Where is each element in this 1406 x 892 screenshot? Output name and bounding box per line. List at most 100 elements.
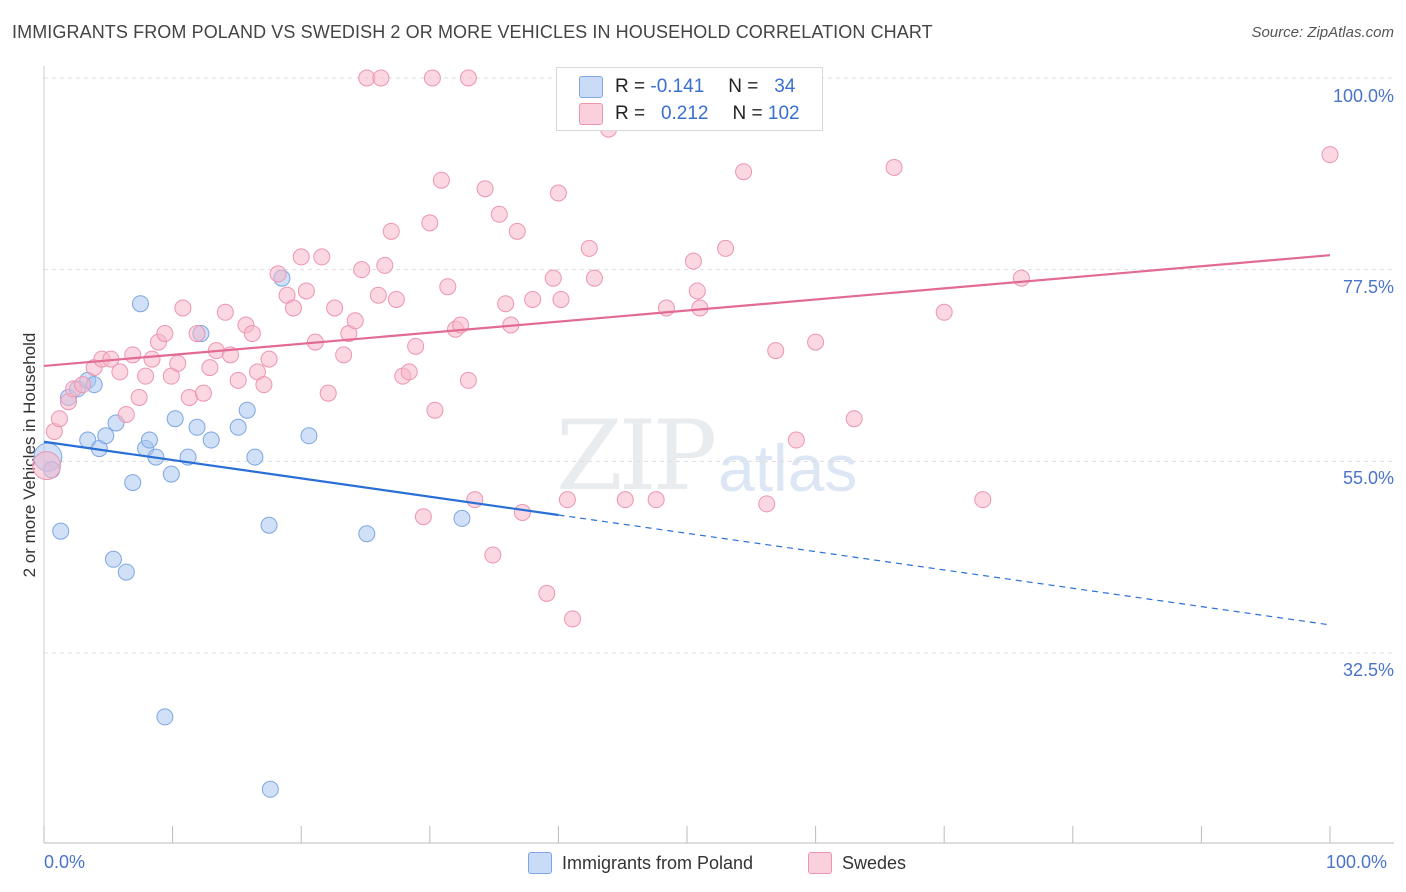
legend-swatch-poland (528, 852, 552, 874)
swedes-point (50, 410, 68, 428)
swedes-point (684, 252, 702, 270)
swedes-point (476, 180, 494, 198)
swedes-point (284, 299, 302, 317)
source-credit: Source: ZipAtlas.com (1251, 24, 1394, 41)
poland-point (162, 465, 180, 483)
swedes-point (353, 261, 371, 279)
poland-point (104, 550, 122, 568)
swedes-point (407, 337, 425, 355)
swedes-point (169, 354, 187, 372)
poland-point (124, 474, 142, 492)
swedes-point (260, 350, 278, 368)
swedes-point (346, 312, 364, 330)
swedes-point (459, 69, 477, 87)
swedes-point (313, 248, 331, 266)
swedes-point (439, 278, 457, 296)
swedes-point (758, 495, 776, 513)
swedes-point (564, 610, 582, 628)
poland-point (52, 522, 70, 540)
legend-label-poland: Immigrants from Poland (562, 852, 754, 873)
swedes-n-value: 102 (767, 103, 800, 124)
swedes-trend-line (43, 254, 1331, 368)
swedes-point (297, 282, 315, 300)
swedes-point (767, 342, 785, 360)
swedes-point (269, 265, 287, 283)
swedes-point (243, 325, 261, 343)
y-tick-label-77-5: 77.5% (1342, 277, 1394, 297)
swedes-point (216, 303, 234, 321)
swedes-point (74, 376, 92, 394)
stats-row-poland: R = -0.141 N = 34 (579, 74, 795, 100)
y-tick-label-32-5: 32.5% (1342, 660, 1394, 680)
swedes-point (255, 376, 273, 394)
swedes-point (194, 384, 212, 402)
swedes-point (616, 491, 634, 509)
poland-point (229, 418, 247, 436)
stats-legend: R = -0.141 N = 34 R = 0.212 N = 102 (556, 67, 823, 131)
poland-swatch (579, 76, 603, 98)
swedes-point (358, 69, 376, 87)
poland-point (453, 509, 471, 527)
swedes-point (466, 491, 484, 509)
poland-point (117, 563, 135, 581)
swedes-point (137, 367, 155, 385)
poland-point (300, 427, 318, 445)
swedes-point (369, 286, 387, 304)
swedes-point (387, 290, 405, 308)
swedes-point (32, 451, 62, 481)
swedes-point (372, 69, 390, 87)
legend-swatch-swedes (808, 852, 832, 874)
poland-n-label: N = (728, 76, 759, 97)
poland-point (358, 525, 376, 543)
swedes-point (117, 405, 135, 423)
swedes-point (935, 303, 953, 321)
swedes-r-label: R = (615, 103, 646, 124)
swedes-point (490, 205, 508, 223)
swedes-point (544, 269, 562, 287)
swedes-point (552, 290, 570, 308)
poland-point (260, 516, 278, 534)
swedes-point (376, 256, 394, 274)
poland-point (140, 431, 158, 449)
legend-item-poland[interactable]: Immigrants from Poland (528, 852, 753, 874)
watermark-zip: ZIP (556, 400, 717, 512)
poland-point (202, 431, 220, 449)
legend-item-swedes[interactable]: Swedes (808, 852, 906, 874)
swedes-point (717, 239, 735, 257)
swedes-point (508, 222, 526, 240)
swedes-point (414, 508, 432, 526)
swedes-point (111, 363, 129, 381)
poland-trend-line (43, 440, 559, 517)
swedes-point (400, 363, 418, 381)
legend-label-swedes: Swedes (842, 852, 907, 873)
watermark-atlas: atlas (718, 431, 858, 505)
swedes-r-value: 0.212 (660, 103, 709, 124)
swedes-point (432, 171, 450, 189)
swedes-point (423, 69, 441, 87)
swedes-point (787, 431, 805, 449)
swedes-n-label: N = (732, 103, 763, 124)
poland-point (188, 418, 206, 436)
swedes-point (292, 248, 310, 266)
poland-point (238, 401, 256, 419)
swedes-point (497, 295, 515, 313)
x-tick-label-max: 100.0% (1326, 852, 1388, 872)
swedes-point (459, 371, 477, 389)
swedes-point (647, 491, 665, 509)
swedes-point (735, 163, 753, 181)
swedes-point (143, 350, 161, 368)
swedes-point (188, 325, 206, 343)
swedes-point (974, 491, 992, 509)
swedes-point (484, 546, 502, 564)
swedes-point (1012, 269, 1030, 287)
swedes-point (558, 491, 576, 509)
swedes-point (326, 299, 344, 317)
swedes-point (807, 333, 825, 351)
swedes-point (524, 290, 542, 308)
swedes-point (319, 384, 337, 402)
swedes-point (549, 184, 567, 202)
poland-point (166, 410, 184, 428)
poland-point (131, 295, 149, 313)
swedes-point (538, 584, 556, 602)
